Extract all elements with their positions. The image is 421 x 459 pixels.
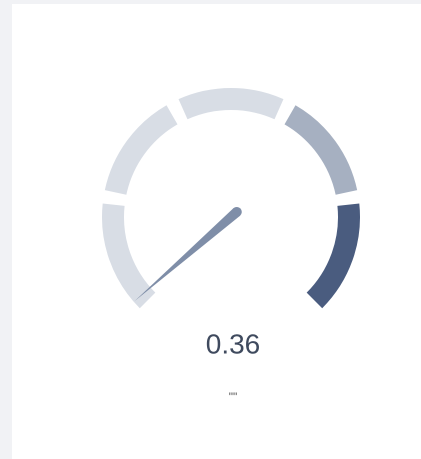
gauge-band <box>104 105 178 196</box>
gauge-value: 0.36 <box>206 328 261 359</box>
gauge-band <box>178 88 284 120</box>
gauge-band <box>284 105 358 196</box>
gauge-unit: "" <box>229 390 238 404</box>
gauge-band <box>102 203 156 309</box>
gauge-needle <box>134 206 242 302</box>
gauge-band <box>306 203 360 309</box>
